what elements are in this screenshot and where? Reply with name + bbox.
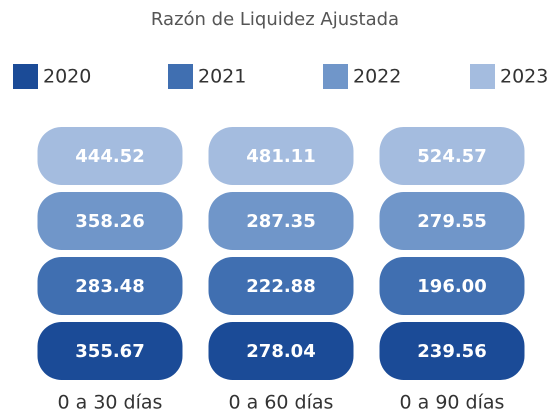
legend-swatch (470, 64, 495, 89)
tile-label: 358.26 (75, 211, 144, 232)
tile (379, 257, 525, 315)
tile (37, 127, 183, 185)
tile (379, 322, 525, 380)
legend-label: 2021 (198, 66, 246, 88)
category-label: 0 a 60 días (229, 392, 334, 414)
tile-label: 279.55 (417, 211, 486, 232)
tile (37, 322, 183, 380)
tile-label: 196.00 (417, 276, 486, 297)
legend-swatch (13, 64, 38, 89)
tile (37, 257, 183, 315)
category-label: 0 a 30 días (58, 392, 163, 414)
legend-swatch (168, 64, 193, 89)
tile-label: 355.67 (75, 341, 144, 362)
tile-label: 283.48 (75, 276, 144, 297)
tile (208, 192, 354, 250)
tile (37, 192, 183, 250)
tile (379, 127, 525, 185)
legend-label: 2022 (353, 66, 401, 88)
chart-title: Razón de Liquidez Ajustada (151, 9, 399, 30)
tile (208, 322, 354, 380)
category-label: 0 a 90 días (400, 392, 505, 414)
tile-label: 481.11 (246, 146, 315, 167)
tile (379, 192, 525, 250)
legend-label: 2023 (500, 66, 548, 88)
tile (208, 257, 354, 315)
legend-label: 2020 (43, 66, 91, 88)
tile-label: 278.04 (246, 341, 315, 362)
tile-label: 222.88 (246, 276, 315, 297)
tile-label: 524.57 (417, 146, 486, 167)
tile (208, 127, 354, 185)
tile-label: 287.35 (246, 211, 315, 232)
legend-swatch (323, 64, 348, 89)
tile-label: 239.56 (417, 341, 486, 362)
tile-label: 444.52 (75, 146, 144, 167)
